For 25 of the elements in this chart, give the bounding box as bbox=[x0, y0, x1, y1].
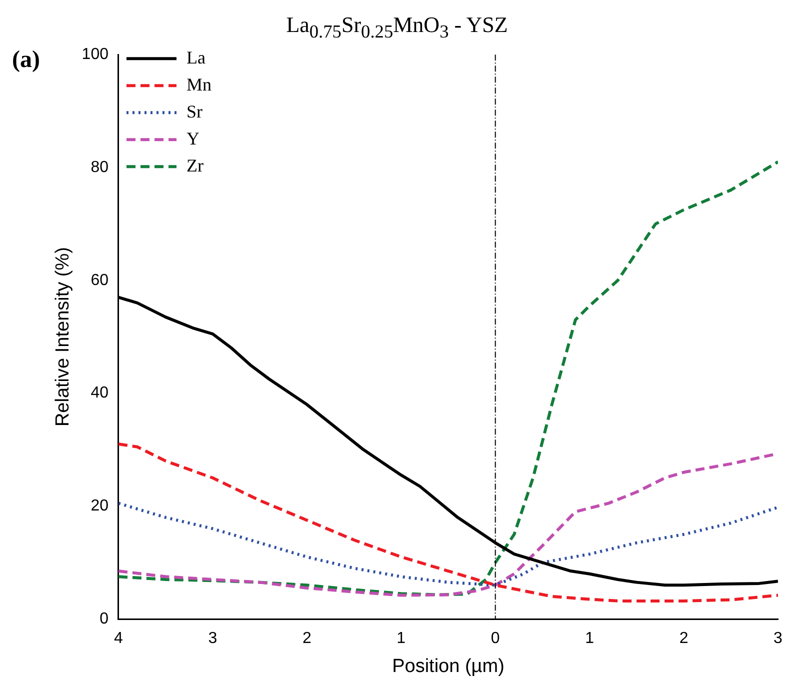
y-tick-label: 40 bbox=[90, 384, 109, 402]
text: (a) bbox=[12, 46, 40, 73]
x-tick-label: 2 bbox=[679, 630, 688, 648]
x-tick-label: 1 bbox=[396, 630, 406, 648]
x-tick-label: 3 bbox=[774, 630, 783, 648]
y-tick-label: 0 bbox=[100, 610, 109, 628]
line-series bbox=[118, 160, 778, 596]
x-tick-label: 2 bbox=[302, 630, 312, 648]
legend-label: Sr bbox=[186, 101, 203, 122]
y-tick-label: 60 bbox=[90, 272, 109, 289]
legend-label: Mn bbox=[186, 74, 212, 94]
line-series bbox=[118, 502, 778, 587]
legend-label: La bbox=[186, 47, 206, 68]
y-tick-label: 80 bbox=[90, 158, 109, 176]
legend-label: Y bbox=[186, 128, 200, 148]
x-axis-title: Position (µm) bbox=[392, 656, 504, 677]
x-tick-label: 0 bbox=[490, 630, 500, 648]
y-tick-label: 100 bbox=[82, 46, 109, 64]
y-axis-title: Relative Intensity (%) bbox=[52, 247, 74, 427]
x-tick-label: 4 bbox=[114, 630, 124, 648]
x-tick-label: 3 bbox=[208, 630, 218, 648]
legend-label: Zr bbox=[186, 155, 204, 176]
chart-title: La$_{0.75}$Sr$_{0.25}$MnO$_{3}$ - YSZ bbox=[285, 11, 509, 42]
y-tick-label: 20 bbox=[90, 498, 109, 515]
x-tick-label: 1 bbox=[585, 630, 594, 648]
